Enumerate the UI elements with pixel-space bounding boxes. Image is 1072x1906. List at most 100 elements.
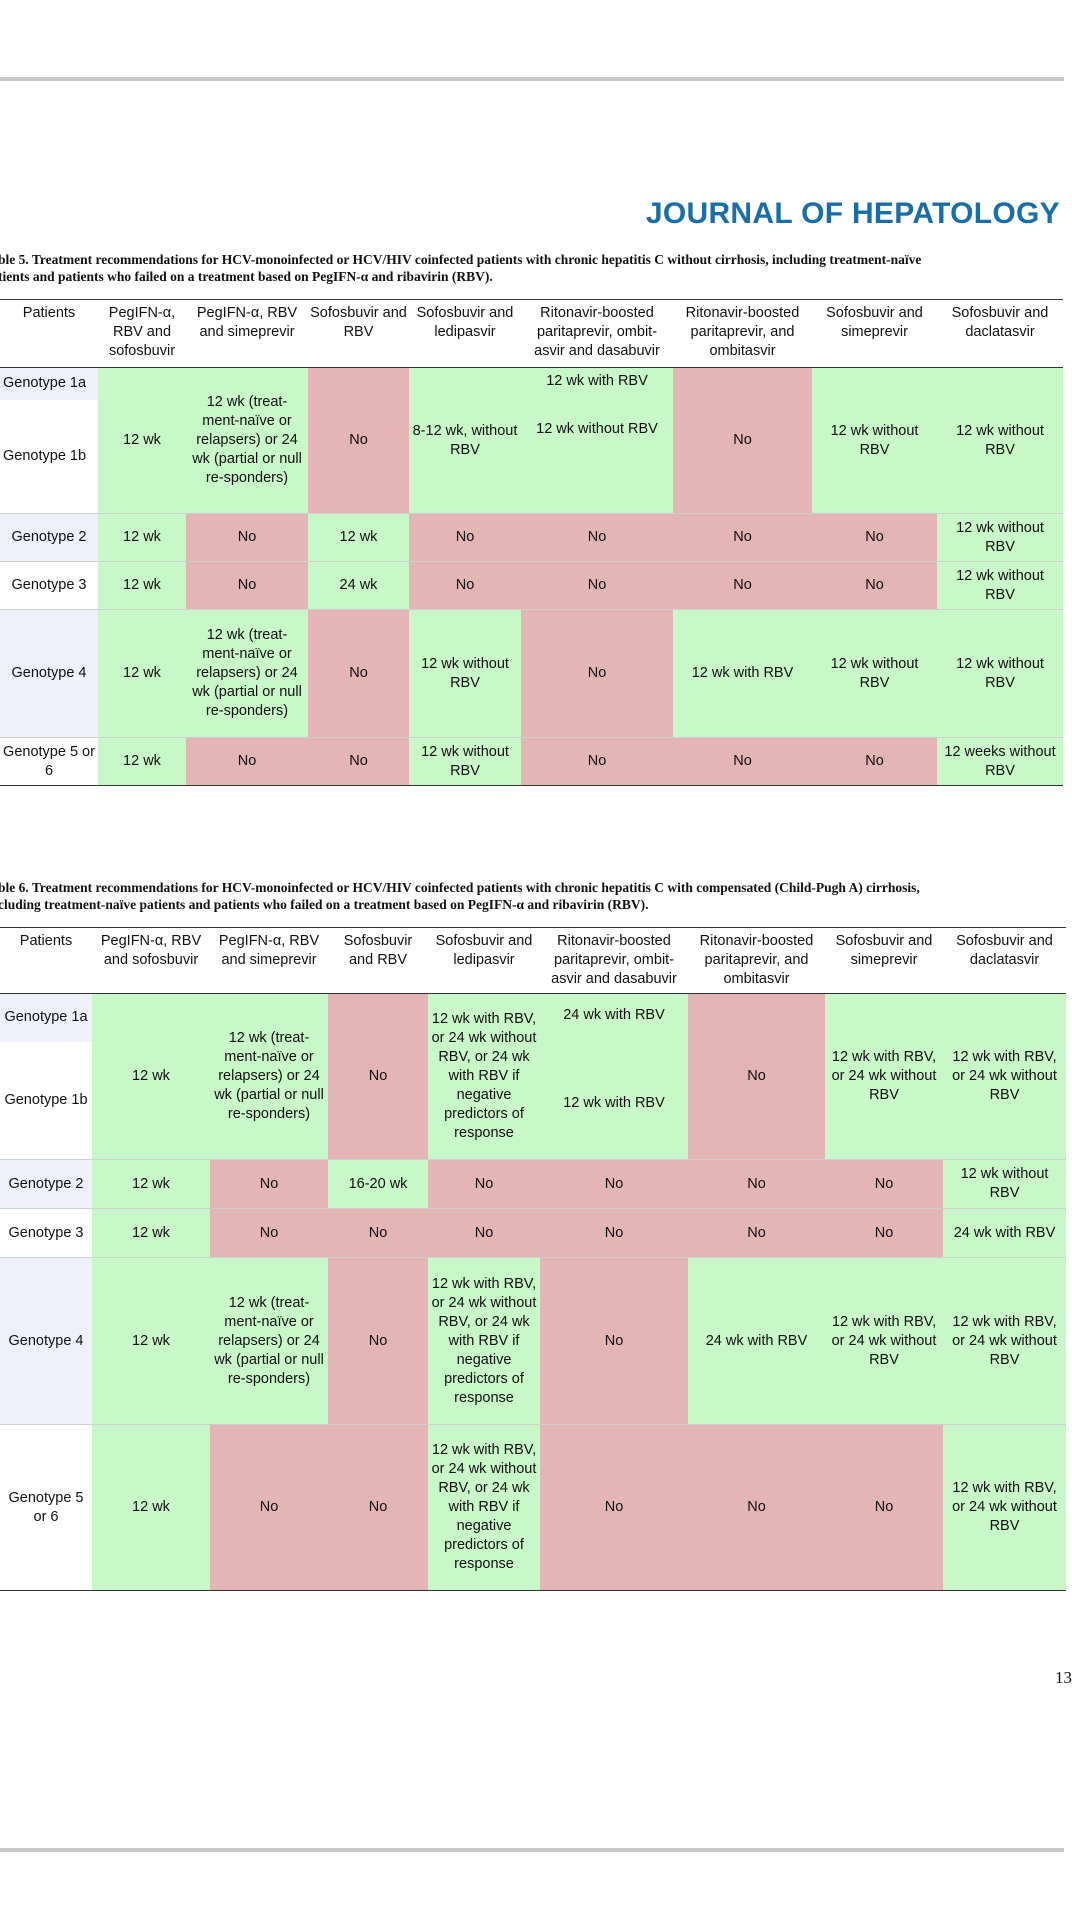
top-page-rule [0, 77, 1064, 81]
table6-patient-cell: Genotype 1b [0, 1041, 92, 1160]
table6-patient-cell: Genotype 3 [0, 1208, 92, 1258]
table5-cell: 12 wk with RBV [673, 609, 812, 738]
table6-cell: No [328, 1424, 428, 1591]
table6-header-cell: Ritonavir-boosted paritaprevir, ombit-as… [540, 927, 688, 994]
table6-cell: No [540, 1257, 688, 1425]
table5-row-genotype-1b: Genotype 1b 12 wk without RBV [0, 399, 1063, 514]
table5-cell: No [521, 561, 673, 610]
table5-cell: No [521, 513, 673, 562]
table5-cell: 12 wk without RBV [409, 609, 521, 738]
table5: Patients PegIFN-α, RBV and sofosbuvir Pe… [0, 299, 1063, 786]
table6-cell: No [328, 993, 428, 1160]
table6-cell: 12 wk [92, 1424, 210, 1591]
table6: Patients PegIFN-α, RBV and sofosbuvir Pe… [0, 927, 1066, 1591]
table5-cell: No [521, 609, 673, 738]
table6-cell: 12 wk with RBV, or 24 wk without RBV [825, 993, 943, 1160]
table6-cell: 12 wk with RBV [540, 1041, 688, 1160]
table5-cell: 12 wk [98, 737, 186, 786]
table5-patient-cell: Genotype 4 [0, 609, 98, 738]
table5-header-cell: Ritonavir-boosted paritaprevir, and ombi… [673, 299, 812, 368]
table5-cell: 12 wk without RBV [937, 561, 1063, 610]
table5-cell: 8-12 wk, without RBV [409, 367, 521, 514]
table6-cell: No [210, 1159, 328, 1209]
table6-header-cell: PegIFN-α, RBV and simeprevir [210, 927, 328, 994]
table5-cell: 12 wk without RBV [937, 513, 1063, 562]
table6-row-genotype-2: Genotype 2 12 wk No 16-20 wk No No No No… [0, 1159, 1066, 1209]
table5-cell: 12 wk without RBV [937, 609, 1063, 738]
table5-cell: 12 wk [98, 367, 186, 514]
table5-row-genotype-5-or-6: Genotype 5 or 6 12 wk No No 12 wk withou… [0, 737, 1063, 786]
table6-row-genotype-5-or-6: Genotype 5 or 6 12 wk No No 12 wk with R… [0, 1424, 1066, 1591]
page-number: 13 [1055, 1668, 1072, 1687]
table5-cell: No [308, 609, 409, 738]
table5-cell: 12 wk [98, 561, 186, 610]
table6-cell: 12 wk with RBV, or 24 wk without RBV [943, 1424, 1066, 1591]
table5-cell: 12 wk without RBV [409, 737, 521, 786]
table5-header-row: Patients PegIFN-α, RBV and sofosbuvir Pe… [0, 299, 1063, 368]
table5-cell: 12 wk (treat-ment-naïve or relapsers) or… [186, 367, 308, 514]
table5-cell: No [186, 513, 308, 562]
table5-cell: No [673, 367, 812, 514]
table5-cell: No [308, 737, 409, 786]
table6-header-cell: PegIFN-α, RBV and sofosbuvir [92, 927, 210, 994]
table6-cell: No [540, 1159, 688, 1209]
table5-cell: No [409, 561, 521, 610]
table5-row-genotype-1a: Genotype 1a 12 wk 12 wk (treat-ment-naïv… [0, 367, 1063, 514]
table6-cell: No [825, 1159, 943, 1209]
table5-header-cell: Sofosbuvir and RBV [308, 299, 409, 368]
table6-caption-line1: Treatment recommendations for HCV-monoin… [28, 880, 920, 895]
table6-patient-cell: Genotype 1a [0, 993, 92, 1042]
table5-caption-label: ble 5. [0, 252, 29, 267]
table6-cell: 24 wk with RBV [943, 1208, 1066, 1258]
table5-caption-line2: tients and patients who failed on a trea… [0, 269, 493, 284]
table5-cell: 12 wk [98, 609, 186, 738]
table6-cell: 16-20 wk [328, 1159, 428, 1209]
table6-cell: No [540, 1208, 688, 1258]
table5-header-cell: Sofosbuvir and daclatasvir [937, 299, 1063, 368]
table5-cell: No [521, 737, 673, 786]
table5-cell: No [308, 367, 409, 514]
table5-cell: 12 wk with RBV [521, 367, 673, 400]
table5-cell: 12 wk [308, 513, 409, 562]
table6-row-genotype-3: Genotype 3 12 wk No No No No No No 24 wk… [0, 1208, 1066, 1258]
journal-title: JOURNAL OF HEPATOLOGY [645, 197, 1060, 230]
table5-header-cell: Sofosbuvir and ledipasvir [409, 299, 521, 368]
table6-cell: 12 wk [92, 1257, 210, 1425]
table5-patient-cell: Genotype 3 [0, 561, 98, 610]
table5-cell: No [186, 737, 308, 786]
table6-cell: No [825, 1424, 943, 1591]
table6-header-row: Patients PegIFN-α, RBV and sofosbuvir Pe… [0, 927, 1066, 994]
table5-cell: No [812, 561, 937, 610]
table5-row-genotype-4: Genotype 4 12 wk 12 wk (treat-ment-naïve… [0, 609, 1063, 738]
table6-cell: 24 wk with RBV [688, 1257, 825, 1425]
table6-cell: 12 wk [92, 993, 210, 1160]
table6-patient-cell: Genotype 2 [0, 1159, 92, 1209]
table6-row-genotype-1b: Genotype 1b 12 wk with RBV [0, 1041, 1066, 1160]
table5-header-cell: Ritonavir-boosted paritaprevir, ombit-as… [521, 299, 673, 368]
table5-patient-cell: Genotype 1a [0, 367, 98, 400]
table5-patient-cell: Genotype 2 [0, 513, 98, 562]
table6-cell: 12 wk with RBV, or 24 wk without RBV, or… [428, 993, 540, 1160]
table6-header-cell: Sofosbuvir and simeprevir [825, 927, 943, 994]
table6-cell: 24 wk with RBV [540, 993, 688, 1042]
table5-cell: No [409, 513, 521, 562]
table5-patient-cell: Genotype 5 or 6 [0, 737, 98, 786]
table6-cell: No [210, 1424, 328, 1591]
table6-header-cell: Sofosbuvir and RBV [328, 927, 428, 994]
table6-cell: 12 wk (treat-ment-naïve or relapsers) or… [210, 993, 328, 1160]
table6-cell: No [428, 1208, 540, 1258]
table6-header-cell: Ritonavir-boosted paritaprevir, and ombi… [688, 927, 825, 994]
table6-cell: 12 wk with RBV, or 24 wk without RBV, or… [428, 1424, 540, 1591]
table6-patient-cell: Genotype 4 [0, 1257, 92, 1425]
table6-cell: 12 wk (treat-ment-naïve or relapsers) or… [210, 1257, 328, 1425]
table6-row-genotype-1a: Genotype 1a 12 wk 12 wk (treat-ment-naïv… [0, 993, 1066, 1160]
table5-caption-line1: Treatment recommendations for HCV-monoin… [28, 252, 922, 267]
table6-cell: No [688, 1159, 825, 1209]
table6-cell: No [688, 993, 825, 1160]
table5-cell: 12 wk without RBV [521, 399, 673, 514]
table6-cell: 12 wk without RBV [943, 1159, 1066, 1209]
table5-cell: 12 weeks without RBV [937, 737, 1063, 786]
table6-caption-line2: cluding treatment-naïve patients and pat… [0, 897, 649, 912]
table6-header-cell: Patients [0, 927, 92, 994]
table5-cell: No [812, 737, 937, 786]
